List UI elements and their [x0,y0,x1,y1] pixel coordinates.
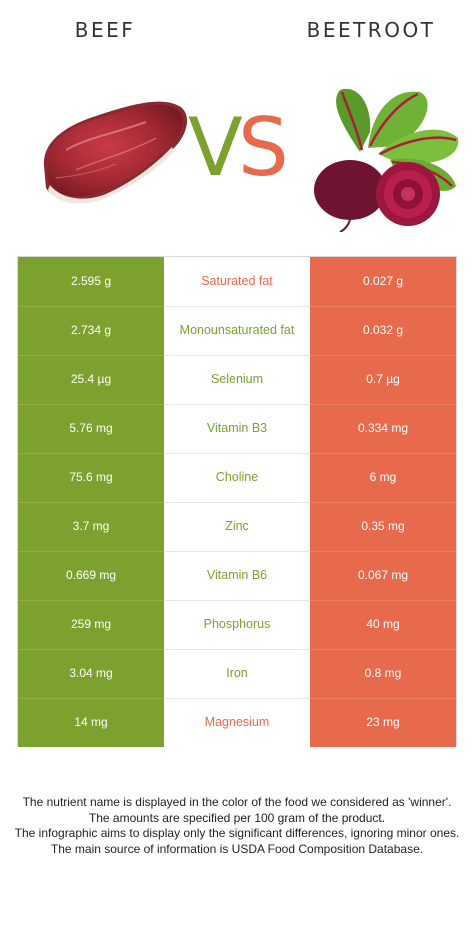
table-row: 75.6 mg Choline 6 mg [18,453,456,502]
row-divider [164,600,310,601]
vs-s-letter: S [238,101,289,194]
table-row: 14 mg Magnesium 23 mg [18,698,456,747]
row-divider [164,306,310,307]
row-divider [164,355,310,356]
row-divider [18,600,164,601]
right-food-value: 0.032 g [310,306,456,355]
row-divider [310,502,456,503]
left-food-value: 2.595 g [18,257,164,306]
footer-line: The infographic aims to display only the… [14,826,460,840]
row-divider [18,551,164,552]
nutrient-name: Magnesium [164,698,310,747]
row-divider [164,404,310,405]
nutrient-name: Choline [164,453,310,502]
row-divider [18,649,164,650]
table-row: 2.734 g Monounsaturated fat 0.032 g [18,306,456,355]
right-food-value: 0.35 mg [310,502,456,551]
row-divider [310,600,456,601]
table-row: 5.76 mg Vitamin B3 0.334 mg [18,404,456,453]
nutrient-name: Monounsaturated fat [164,306,310,355]
left-food-value: 25.4 µg [18,355,164,404]
row-divider [18,404,164,405]
right-food-value: 23 mg [310,698,456,747]
right-food-value: 0.7 µg [310,355,456,404]
row-divider [164,649,310,650]
nutrient-name: Vitamin B6 [164,551,310,600]
table-row: 3.04 mg Iron 0.8 mg [18,649,456,698]
left-food-value: 5.76 mg [18,404,164,453]
table-row: 0.669 mg Vitamin B6 0.067 mg [18,551,456,600]
versus-label: V S [188,101,289,194]
footer-notes: The nutrient name is displayed in the co… [14,795,460,857]
row-divider [164,698,310,699]
left-food-value: 259 mg [18,600,164,649]
row-divider [18,306,164,307]
right-food-value: 0.067 mg [310,551,456,600]
right-food-value: 0.334 mg [310,404,456,453]
right-food-title: BEETROOT [306,18,436,42]
row-divider [310,698,456,699]
row-divider [18,355,164,356]
row-divider [164,453,310,454]
row-divider [18,502,164,503]
row-divider [310,453,456,454]
row-divider [310,551,456,552]
left-food-title: BEEF [74,18,136,42]
table-row: 2.595 g Saturated fat 0.027 g [18,257,456,306]
table-row: 3.7 mg Zinc 0.35 mg [18,502,456,551]
nutrient-name: Iron [164,649,310,698]
row-divider [310,404,456,405]
row-divider [310,355,456,356]
nutrient-name: Selenium [164,355,310,404]
right-food-value: 0.027 g [310,257,456,306]
nutrient-name: Vitamin B3 [164,404,310,453]
footer-line: The nutrient name is displayed in the co… [22,795,452,809]
left-food-value: 2.734 g [18,306,164,355]
row-divider [310,306,456,307]
right-food-value: 0.8 mg [310,649,456,698]
left-food-value: 14 mg [18,698,164,747]
row-divider [310,649,456,650]
nutrient-name: Phosphorus [164,600,310,649]
beef-steak-icon [43,101,188,204]
left-food-value: 3.04 mg [18,649,164,698]
footer-line: The main source of information is USDA F… [50,841,424,856]
table-row: 259 mg Phosphorus 40 mg [18,600,456,649]
row-divider [18,453,164,454]
vs-v-letter: V [188,101,243,194]
footer-line: The amounts are specified per 100 gram o… [88,810,386,825]
nutrient-comparison-table: 2.595 g Saturated fat 0.027 g 2.734 g Monoun… [17,256,457,747]
table-row: 25.4 µg Selenium 0.7 µg [18,355,456,404]
nutrient-name: Zinc [164,502,310,551]
right-food-value: 40 mg [310,600,456,649]
beetroot-icon [314,88,459,232]
row-divider [164,502,310,503]
row-divider [18,698,164,699]
row-divider [164,551,310,552]
right-food-value: 6 mg [310,453,456,502]
left-food-value: 0.669 mg [18,551,164,600]
left-food-value: 3.7 mg [18,502,164,551]
nutrient-name: Saturated fat [164,257,310,306]
left-food-value: 75.6 mg [18,453,164,502]
